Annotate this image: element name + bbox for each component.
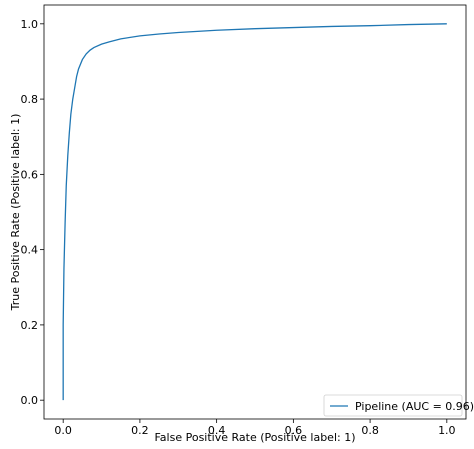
roc-curve-line	[62, 23, 447, 401]
x-tick-label: 0.2	[131, 424, 149, 437]
plot-area	[43, 4, 467, 420]
y-tick-label: 0.2	[21, 319, 39, 332]
x-axis-label: False Positive Rate (Positive label: 1)	[154, 431, 355, 444]
y-axis-label: True Positive Rate (Positive label: 1)	[9, 114, 22, 312]
x-axis-ticks: 0.0 0.2 0.4 0.6 0.8 1.0	[54, 419, 456, 437]
x-tick-label: 0.4	[208, 424, 226, 437]
y-tick-label: 0.0	[21, 394, 39, 407]
legend: Pipeline (AUC = 0.96)	[323, 394, 474, 417]
legend-box	[323, 394, 463, 417]
y-tick-label: 0.8	[21, 93, 39, 106]
y-axis-ticks: 0.0 0.2 0.4 0.6 0.8 1.0	[21, 18, 44, 407]
legend-label: Pipeline (AUC = 0.96)	[355, 400, 474, 413]
x-tick-label: 0.8	[361, 424, 379, 437]
y-tick-label: 0.4	[21, 244, 39, 257]
x-tick-label: 1.0	[438, 424, 456, 437]
x-tick-label: 0.6	[285, 424, 303, 437]
y-tick-label: 1.0	[21, 18, 39, 31]
y-tick-label: 0.6	[21, 168, 39, 181]
x-tick-label: 0.0	[54, 424, 72, 437]
